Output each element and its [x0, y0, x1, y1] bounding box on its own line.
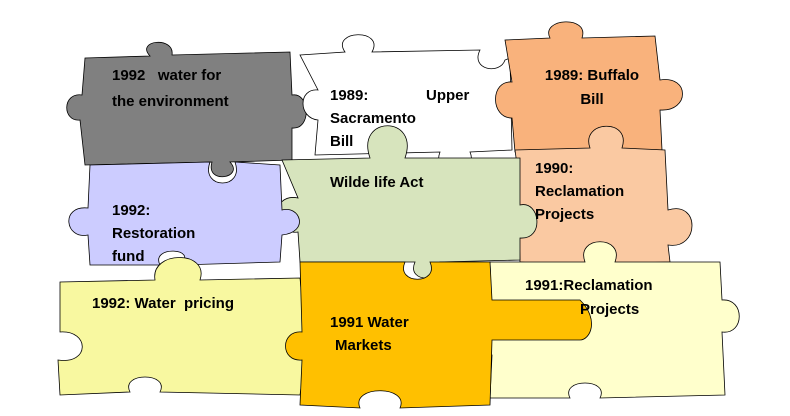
puzzle-piece — [69, 162, 300, 265]
puzzle-diagram: 1992 water for the environment 1989: Upp… — [0, 0, 790, 416]
piece-label: Restoration — [112, 225, 195, 242]
piece-label: 1992: Water pricing — [92, 295, 234, 312]
piece-label: Wilde life Act — [330, 174, 424, 191]
piece-label: 1992 water for — [112, 67, 221, 84]
piece-label: Bill — [580, 91, 603, 108]
piece-label: Sacramento — [330, 110, 416, 127]
puzzle-piece — [58, 258, 324, 396]
piece-label: the environment — [112, 93, 229, 110]
piece-label: 1991 Water — [330, 314, 409, 331]
piece-label: Reclamation — [535, 183, 624, 200]
puzzle-piece — [496, 22, 683, 152]
piece-label: 1989: — [330, 87, 368, 104]
piece-label: 1992: — [112, 202, 150, 219]
piece-label: 1991:Reclamation — [525, 277, 653, 294]
piece-label: Upper — [426, 87, 470, 104]
piece-label: fund — [112, 248, 144, 265]
piece-label: Markets — [335, 337, 392, 354]
piece-label: Projects — [535, 206, 594, 223]
page: 1992 water for the environment 1989: Upp… — [0, 0, 790, 416]
piece-label: Projects — [580, 301, 639, 318]
piece-label: 1989: Buffalo — [545, 67, 639, 84]
piece-label: Bill — [330, 133, 353, 150]
piece-label: 1990: — [535, 160, 573, 177]
